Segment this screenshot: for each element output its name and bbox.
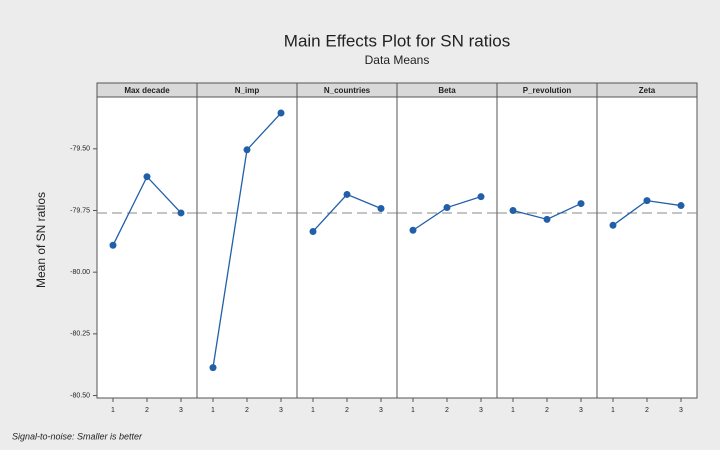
point	[277, 109, 285, 117]
y-tick-label: -80.25	[70, 331, 90, 338]
y-tick-label: -79.50	[70, 146, 90, 153]
point	[509, 206, 517, 214]
chart-subtitle: Data Means	[365, 53, 430, 67]
point	[377, 205, 385, 213]
x-tick-label: 1	[611, 407, 615, 414]
x-tick-label: 1	[211, 407, 215, 414]
y-tick-label: -80.00	[70, 269, 90, 276]
y-tick-label: -80.50	[70, 392, 90, 399]
point	[243, 146, 251, 154]
x-tick-label: 3	[279, 407, 283, 414]
point	[177, 209, 185, 217]
x-tick-label: 1	[411, 407, 415, 414]
x-tick-label: 3	[179, 407, 183, 414]
x-tick-label: 2	[245, 407, 249, 414]
x-tick-label: 2	[345, 407, 349, 414]
panel-title: Max decade	[124, 86, 170, 95]
panel-title: Beta	[438, 86, 456, 95]
x-tick-label: 3	[679, 407, 683, 414]
panel-title: N_imp	[235, 86, 260, 95]
x-tick-label: 3	[379, 407, 383, 414]
point	[477, 193, 485, 201]
point	[209, 364, 217, 372]
point	[643, 197, 651, 205]
point	[577, 200, 585, 208]
x-tick-label: 1	[111, 407, 115, 414]
point	[677, 202, 685, 210]
panel-title: N_countries	[324, 86, 371, 95]
chart-title: Main Effects Plot for SN ratios	[284, 31, 510, 50]
x-tick-label: 2	[545, 407, 549, 414]
point	[343, 190, 351, 198]
point	[409, 226, 417, 234]
point	[143, 173, 151, 181]
point	[543, 215, 551, 223]
x-tick-label: 1	[511, 407, 515, 414]
y-tick-label: -79.75	[70, 207, 90, 214]
y-axis-label: Mean of SN ratios	[34, 192, 48, 288]
x-tick-label: 3	[479, 407, 483, 414]
panel-title: Zeta	[639, 86, 656, 95]
x-tick-label: 2	[145, 407, 149, 414]
point	[309, 227, 317, 235]
point	[443, 204, 451, 212]
point	[609, 221, 617, 229]
x-tick-label: 2	[445, 407, 449, 414]
footnote: Signal-to-noise: Smaller is better	[12, 431, 143, 441]
panel-title: P_revolution	[523, 86, 572, 95]
x-tick-label: 1	[311, 407, 315, 414]
x-tick-label: 2	[645, 407, 649, 414]
point	[109, 241, 117, 249]
x-tick-label: 3	[579, 407, 583, 414]
